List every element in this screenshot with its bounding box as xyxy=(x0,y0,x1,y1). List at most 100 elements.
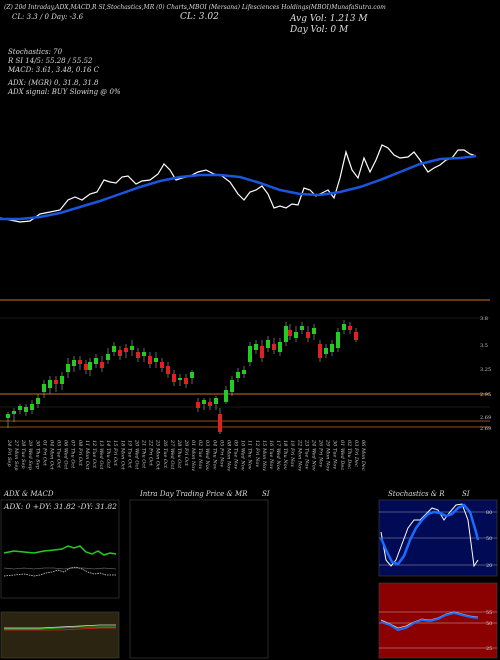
candle-body xyxy=(118,350,122,356)
date-axis-label: 26 Tue Oct xyxy=(162,439,168,469)
candle-body xyxy=(260,346,264,358)
candle-body xyxy=(124,348,128,352)
candle-body xyxy=(354,332,358,340)
candle-body xyxy=(272,344,276,350)
date-axis-label: 29 Mon Nov xyxy=(325,439,331,471)
date-axis-label: 08 Mon Nov xyxy=(225,440,231,471)
price-axis-label: 3.8 xyxy=(480,316,488,322)
date-axis-label: 12 Fri Nov xyxy=(254,440,260,467)
rsi-panel xyxy=(378,582,498,659)
candle-body xyxy=(190,372,194,378)
candle-body xyxy=(184,378,188,384)
date-axis-label: 15 Fri Oct xyxy=(112,440,118,467)
candle-body xyxy=(142,352,146,356)
day-change-label: CL: 3.3 / 0 Day: -3.6 xyxy=(12,13,84,21)
intraday-panel xyxy=(129,499,269,659)
candle-body xyxy=(306,332,310,338)
date-axis-label: 25 Mon Oct xyxy=(155,439,161,471)
date-axis-label: 01 Wed Dec xyxy=(339,440,345,470)
adx-values-label: ADX: 0 +DY: 31.82 -DY: 31.82 xyxy=(4,502,117,511)
stoch-axis-label: 20 xyxy=(486,563,492,569)
date-axis-label: 10 Wed Nov xyxy=(240,440,246,471)
date-axis-label: 01 Mon Nov xyxy=(190,440,196,471)
candle-body xyxy=(84,364,88,370)
date-axis-label: 29 Fri Oct xyxy=(183,439,189,467)
chart-header-line: (Z) 20d Intraday,ADX,MACD,R SI,Stochasti… xyxy=(4,4,386,11)
candle-body xyxy=(166,366,170,374)
candle-body xyxy=(30,404,34,410)
macd-signal-line xyxy=(4,626,116,630)
candle-body xyxy=(254,344,258,350)
date-axis-label: 05 Tue Oct xyxy=(56,440,62,469)
macd-hist-line xyxy=(4,627,116,631)
candle-body xyxy=(154,358,158,362)
candle-body xyxy=(66,364,70,372)
date-axis-label: 13 Wed Oct xyxy=(98,440,104,470)
date-axis-label: 24 Wed Nov xyxy=(310,439,316,471)
date-axis-label: 03 Fri Dec xyxy=(353,440,359,467)
candle-body xyxy=(218,414,222,432)
date-axis-label: 11 Mon Oct xyxy=(84,440,90,471)
rsi-axis-label: 55 xyxy=(486,610,492,616)
date-axis-label: 29 Wed Sep xyxy=(27,439,33,471)
date-axis-label: 30 Tue Nov xyxy=(332,440,338,469)
rsi-blue-line xyxy=(380,611,479,632)
date-axis-label: 30 Thu Sep xyxy=(34,440,40,470)
stochastics-panel-title: Stochastics & R xyxy=(388,490,445,498)
candle-body xyxy=(208,402,212,406)
candle-body xyxy=(106,354,110,360)
date-axis-label: 12 Tue Oct xyxy=(91,440,97,469)
adx-line xyxy=(3,567,117,570)
date-axis-label: 18 Thu Nov xyxy=(282,440,288,470)
price-axis-label: 2.95 xyxy=(480,392,491,398)
price-line xyxy=(0,144,477,223)
close-price-label: CL: 3.02 xyxy=(180,12,219,22)
candle-body xyxy=(48,380,52,388)
rsi-readout: R SI 14/5: 55.28 / 55.52 xyxy=(8,57,93,65)
date-axis-label: 02 Thu Dec xyxy=(346,440,352,469)
date-axis-label: 23 Tue Nov xyxy=(303,439,309,469)
candle-body xyxy=(148,356,152,364)
stoch-axis-label: 50 xyxy=(486,536,492,542)
stochastics-readout: Stochastics: 70 xyxy=(8,48,63,56)
date-axis-label: 15 Mon Nov xyxy=(261,440,267,471)
candle-body xyxy=(202,400,206,404)
ema-line xyxy=(0,154,477,221)
price-axis-label: 2.69 xyxy=(480,426,491,432)
candle-body xyxy=(248,346,252,362)
candle-body xyxy=(330,344,334,352)
candle-body xyxy=(42,384,46,392)
date-axis-label: 02 Tue Nov xyxy=(197,440,203,469)
date-axis-label: 03 Wed Nov xyxy=(204,440,210,471)
candle-body xyxy=(94,358,98,364)
macd-panel xyxy=(0,611,120,659)
date-axis-label: 07 Thu Oct xyxy=(70,440,76,469)
stochastics-si-label: SI xyxy=(462,490,470,498)
date-axis-label: 27 Mon Sep xyxy=(13,439,19,471)
date-axis-label: 01 Fri Oct xyxy=(41,440,47,467)
date-axis-label: 05 Fri Nov xyxy=(218,440,224,467)
candle-body xyxy=(36,398,40,404)
price-axis-label: 3.5 xyxy=(480,343,488,349)
intraday-panel-title: Intra Day Trading Price & MR xyxy=(140,490,248,498)
date-axis: 24 Fri Sep 27 Mon Sep 28 Tue Sep 29 Wed Sep… xyxy=(6,439,366,471)
candle-body xyxy=(288,330,292,336)
rsi-axis-label: 25 xyxy=(486,646,492,652)
candle-body xyxy=(294,332,298,338)
date-axis-label: 26 Fri Nov xyxy=(318,439,324,467)
price-axis-label: 3.25 xyxy=(480,367,491,373)
price-axis-label: 2.69 xyxy=(480,415,491,421)
candle-body xyxy=(24,407,28,412)
date-axis-label: 21 Thu Oct xyxy=(141,439,147,469)
candle-body xyxy=(236,372,240,378)
candle-body xyxy=(230,380,234,392)
date-axis-label: 27 Wed Oct xyxy=(169,439,175,470)
stoch-d-line xyxy=(379,503,480,566)
date-axis-label: 22 Fri Oct xyxy=(148,439,154,467)
candle-body xyxy=(196,402,200,408)
candle-body xyxy=(278,342,282,352)
candle-body xyxy=(178,378,182,380)
candle-body xyxy=(342,324,346,330)
candle-body xyxy=(172,374,176,382)
